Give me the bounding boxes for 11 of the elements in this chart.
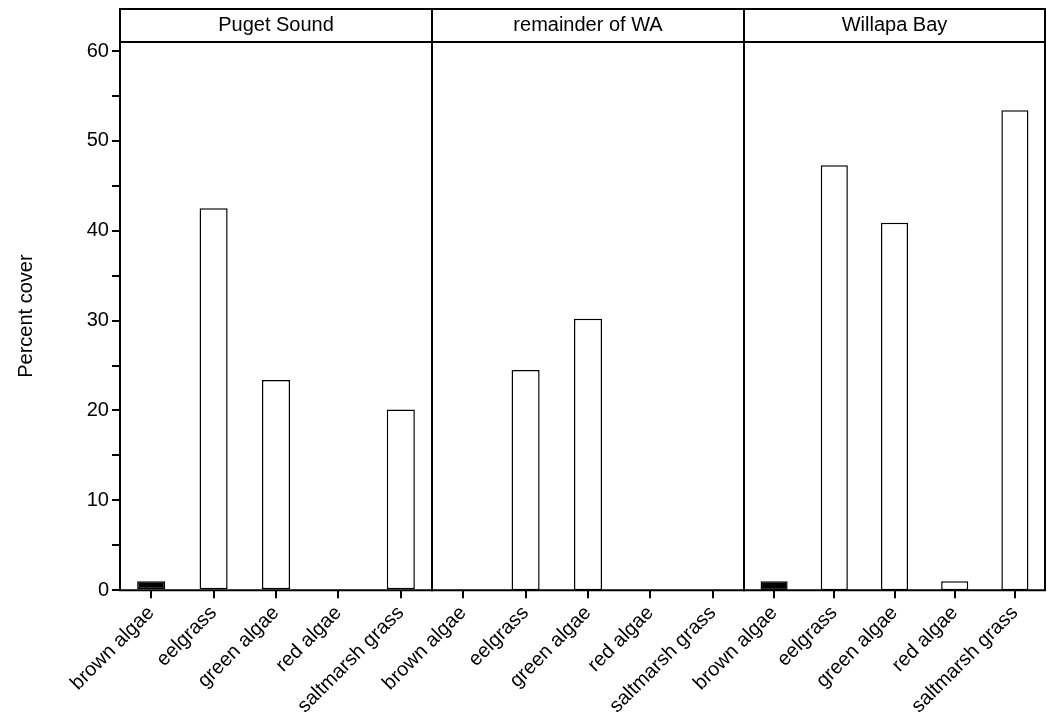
- y-tick-label: 50: [86, 128, 109, 151]
- y-tick-label: 20: [86, 397, 109, 420]
- y-tick-label: 0: [97, 577, 109, 600]
- y-tick-label: 30: [86, 308, 109, 331]
- y-tick-label: 10: [86, 487, 109, 510]
- chart-title: Willapa Bay: [841, 12, 948, 35]
- y-tick-label: 40: [86, 218, 109, 241]
- y-tick-label: 60: [86, 38, 109, 61]
- chart-title: Puget Sound: [218, 12, 334, 35]
- y-axis-title: Percent cover: [13, 254, 36, 378]
- chart-title: remainder of WA: [513, 12, 664, 35]
